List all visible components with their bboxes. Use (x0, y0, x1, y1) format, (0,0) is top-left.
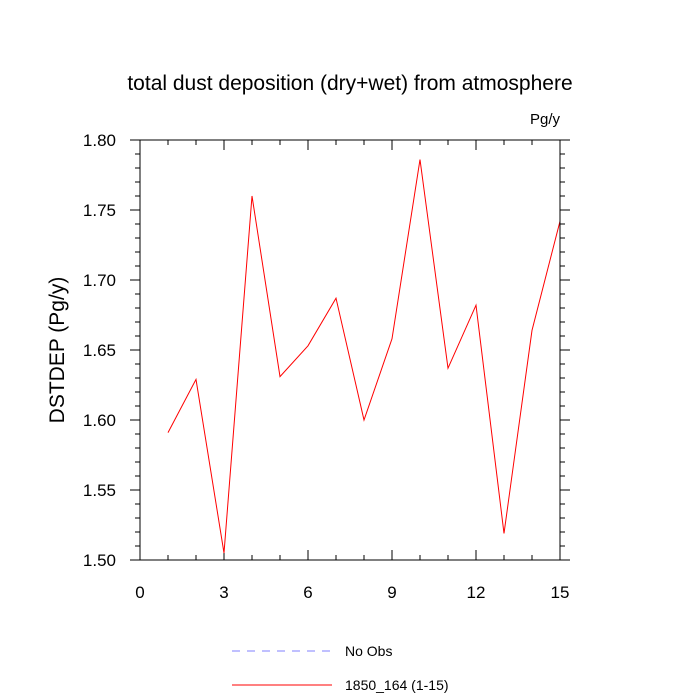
ticks-layer (130, 139, 570, 561)
x-tick-label: 9 (387, 583, 396, 602)
legend: No Obs 1850_164 (1-15) (232, 643, 449, 693)
legend-label-no-obs: No Obs (345, 643, 392, 659)
x-tick-label: 15 (551, 583, 570, 602)
legend-label-1850-164: 1850_164 (1-15) (345, 677, 449, 693)
x-tick-labels: 0 3 6 9 12 15 (135, 583, 569, 602)
x-tick-label: 3 (219, 583, 228, 602)
y-axis-label: DSTDEP (Pg/y) (46, 277, 69, 424)
units-label: Pg/y (530, 111, 561, 128)
plot-frame (139, 139, 561, 561)
y-tick-label: 1.80 (83, 131, 116, 150)
series-line-1850-164 (167, 159, 561, 554)
x-tick-label: 12 (467, 583, 486, 602)
x-tick-label: 6 (303, 583, 312, 602)
y-tick-label: 1.75 (83, 201, 116, 220)
series-layer (167, 159, 561, 554)
y-tick-labels: 1.50 1.55 1.60 1.65 1.70 1.75 1.80 (83, 131, 116, 570)
x-tick-label: 0 (135, 583, 144, 602)
y-tick-label: 1.65 (83, 341, 116, 360)
y-tick-label: 1.55 (83, 481, 116, 500)
y-tick-label: 1.50 (83, 551, 116, 570)
chart-title: total dust deposition (dry+wet) from atm… (127, 72, 572, 95)
y-tick-label: 1.70 (83, 271, 116, 290)
y-tick-label: 1.60 (83, 411, 116, 430)
